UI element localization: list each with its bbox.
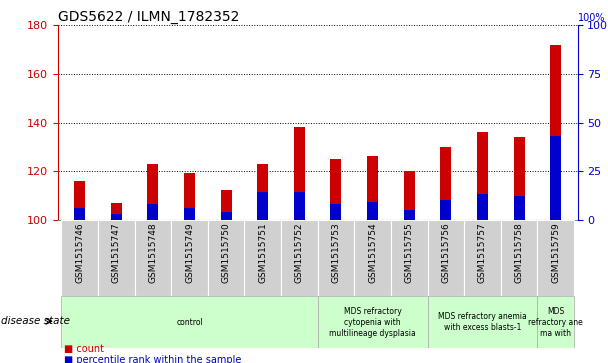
Bar [148, 204, 159, 220]
Text: MDS
refractory ane
ma with: MDS refractory ane ma with [528, 307, 583, 338]
Bar [184, 174, 195, 220]
Bar [257, 192, 268, 220]
Bar [427, 220, 464, 296]
Text: GSM1515750: GSM1515750 [222, 222, 230, 283]
Text: GSM1515756: GSM1515756 [441, 222, 451, 283]
Bar [244, 220, 281, 296]
Bar [404, 171, 415, 220]
Text: GSM1515748: GSM1515748 [148, 222, 157, 282]
Text: 100%: 100% [578, 13, 605, 24]
Text: GSM1515752: GSM1515752 [295, 222, 304, 282]
Bar [317, 296, 427, 348]
Bar [537, 296, 574, 348]
Bar [331, 204, 342, 220]
Bar [134, 220, 171, 296]
Bar [281, 220, 317, 296]
Bar [501, 220, 537, 296]
Bar [367, 202, 378, 220]
Bar [404, 210, 415, 220]
Text: GSM1515747: GSM1515747 [112, 222, 121, 282]
Bar [184, 208, 195, 220]
Bar [331, 159, 342, 220]
Bar [550, 136, 561, 220]
Bar [74, 181, 85, 220]
Text: disease state: disease state [1, 316, 69, 326]
Bar [61, 296, 318, 348]
Text: MDS refractory anemia
with excess blasts-1: MDS refractory anemia with excess blasts… [438, 312, 527, 332]
Bar [440, 147, 451, 220]
Text: ■ count: ■ count [64, 344, 104, 354]
Bar [294, 192, 305, 220]
Text: MDS refractory
cytopenia with
multilineage dysplasia: MDS refractory cytopenia with multilinea… [329, 307, 416, 338]
Text: GSM1515753: GSM1515753 [331, 222, 340, 283]
Bar [477, 194, 488, 220]
Bar [294, 127, 305, 220]
Bar [477, 132, 488, 220]
Bar [317, 220, 354, 296]
Text: control: control [176, 318, 203, 327]
Bar [537, 220, 574, 296]
Bar [148, 164, 159, 220]
Bar [354, 220, 391, 296]
Bar [391, 220, 427, 296]
Text: GSM1515758: GSM1515758 [514, 222, 523, 283]
Bar [221, 212, 232, 220]
Bar [74, 208, 85, 220]
Bar [208, 220, 244, 296]
Bar [367, 156, 378, 220]
Text: GSM1515749: GSM1515749 [185, 222, 194, 282]
Bar [514, 196, 525, 220]
Text: ■ percentile rank within the sample: ■ percentile rank within the sample [64, 355, 241, 363]
Text: GSM1515754: GSM1515754 [368, 222, 377, 282]
Bar [514, 137, 525, 220]
Bar [257, 164, 268, 220]
Bar [464, 220, 501, 296]
Bar [427, 296, 537, 348]
Bar [111, 203, 122, 220]
Bar [98, 220, 134, 296]
Text: GSM1515759: GSM1515759 [551, 222, 560, 283]
Bar [61, 220, 98, 296]
Text: GSM1515757: GSM1515757 [478, 222, 487, 283]
Text: GDS5622 / ILMN_1782352: GDS5622 / ILMN_1782352 [58, 11, 239, 24]
Text: GSM1515755: GSM1515755 [405, 222, 413, 283]
Bar [111, 214, 122, 220]
Bar [221, 191, 232, 220]
Bar [550, 45, 561, 220]
Bar [171, 220, 208, 296]
Text: GSM1515746: GSM1515746 [75, 222, 85, 282]
Text: GSM1515751: GSM1515751 [258, 222, 268, 283]
Bar [440, 200, 451, 220]
